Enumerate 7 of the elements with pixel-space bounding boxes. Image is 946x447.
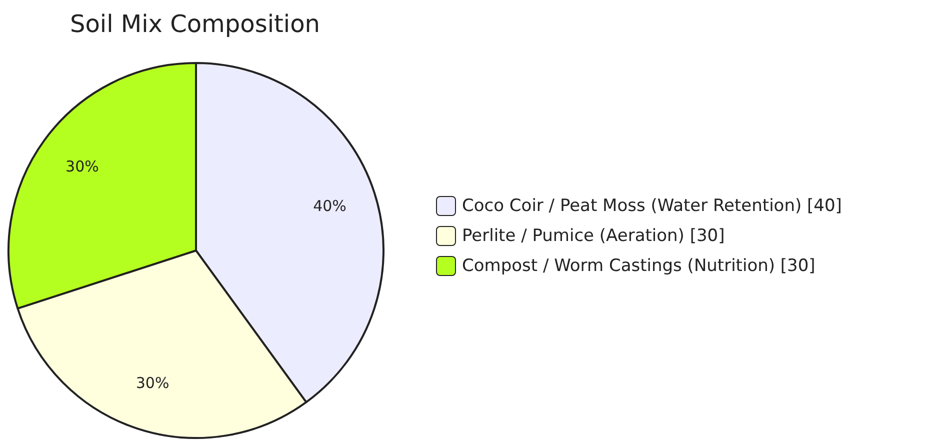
data-label: 40% <box>313 196 346 215</box>
chart-title: Soil Mix Composition <box>69 10 321 38</box>
data-label: 30% <box>66 158 99 176</box>
legend-label: Perlite / Pumice (Aeration) [30] <box>462 225 725 247</box>
legend-label: Coco Coir / Peat Moss (Water Retention) [40] <box>462 195 842 217</box>
legend-label: Compost / Worm Castings (Nutrition) [30] <box>462 255 816 277</box>
data-label: 30% <box>136 374 170 392</box>
